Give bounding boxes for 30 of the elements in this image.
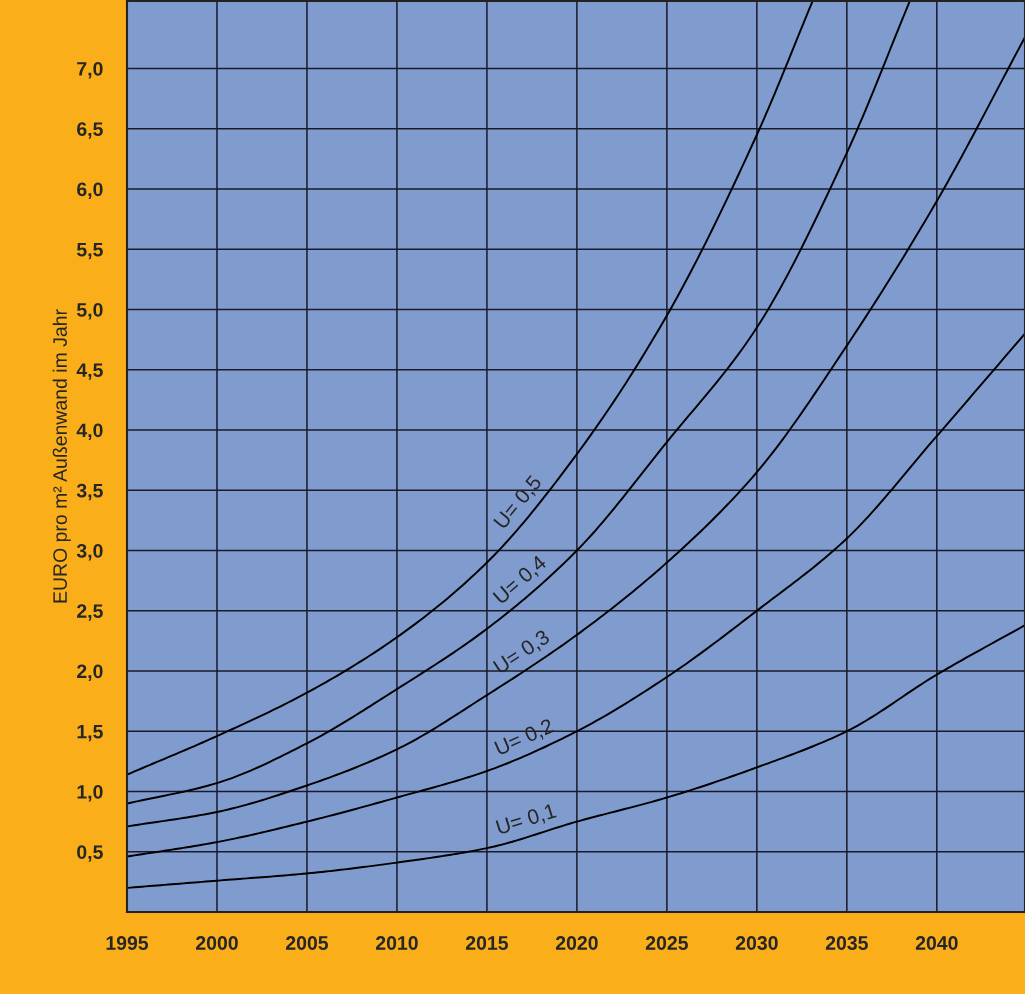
x-tick-label: 2010 [375,936,418,950]
x-tick-label: 2015 [465,936,509,950]
y-tick-label: 0,5 [77,845,103,862]
x-tick-label: 1995 [106,936,149,950]
x-tick-label: 2025 [645,936,688,950]
y-tick-label: 1,5 [77,724,103,742]
y-axis-title: EURO pro m² Außenwand im Jahr [52,309,71,603]
text: U= 0,2 [494,718,556,758]
y-tick-label: 3,5 [76,483,103,501]
y-tick-label: 2,5 [77,604,103,621]
text: U= 0,3 [492,628,552,677]
x-tick-label: 2020 [555,936,598,950]
text: U= 0,1 [495,803,558,838]
y-tick-label: 1,0 [77,784,103,802]
y-tick-label: 6,5 [77,122,103,139]
y-tick-label: 6,0 [77,182,103,200]
y-tick-label: 5,0 [76,302,103,320]
y-tick-label: 2,0 [77,664,103,682]
y-tick-label: 5,5 [76,242,103,260]
x-tick-label: 2035 [825,936,868,950]
x-tick-label: 2000 [196,936,238,950]
y-tick-label: 4,5 [76,363,103,380]
x-tick-label: 2005 [286,936,329,950]
text: U= 0,4 [492,554,549,607]
y-tick-label: 7,0 [77,61,103,79]
x-tick-label: 2030 [735,936,778,950]
text: U= 0,5 [493,474,545,532]
x-tick-label: 2040 [915,936,958,950]
y-tick-label: 4,0 [76,423,103,441]
y-tick-label: 3,0 [76,543,103,561]
